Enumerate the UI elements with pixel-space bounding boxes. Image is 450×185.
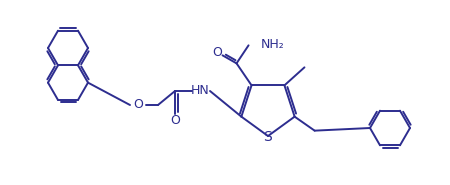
Text: O: O (212, 46, 222, 59)
Text: NH₂: NH₂ (261, 38, 284, 51)
Text: O: O (133, 98, 143, 112)
Text: O: O (170, 115, 180, 127)
Text: S: S (264, 130, 272, 144)
Text: HN: HN (191, 85, 209, 97)
